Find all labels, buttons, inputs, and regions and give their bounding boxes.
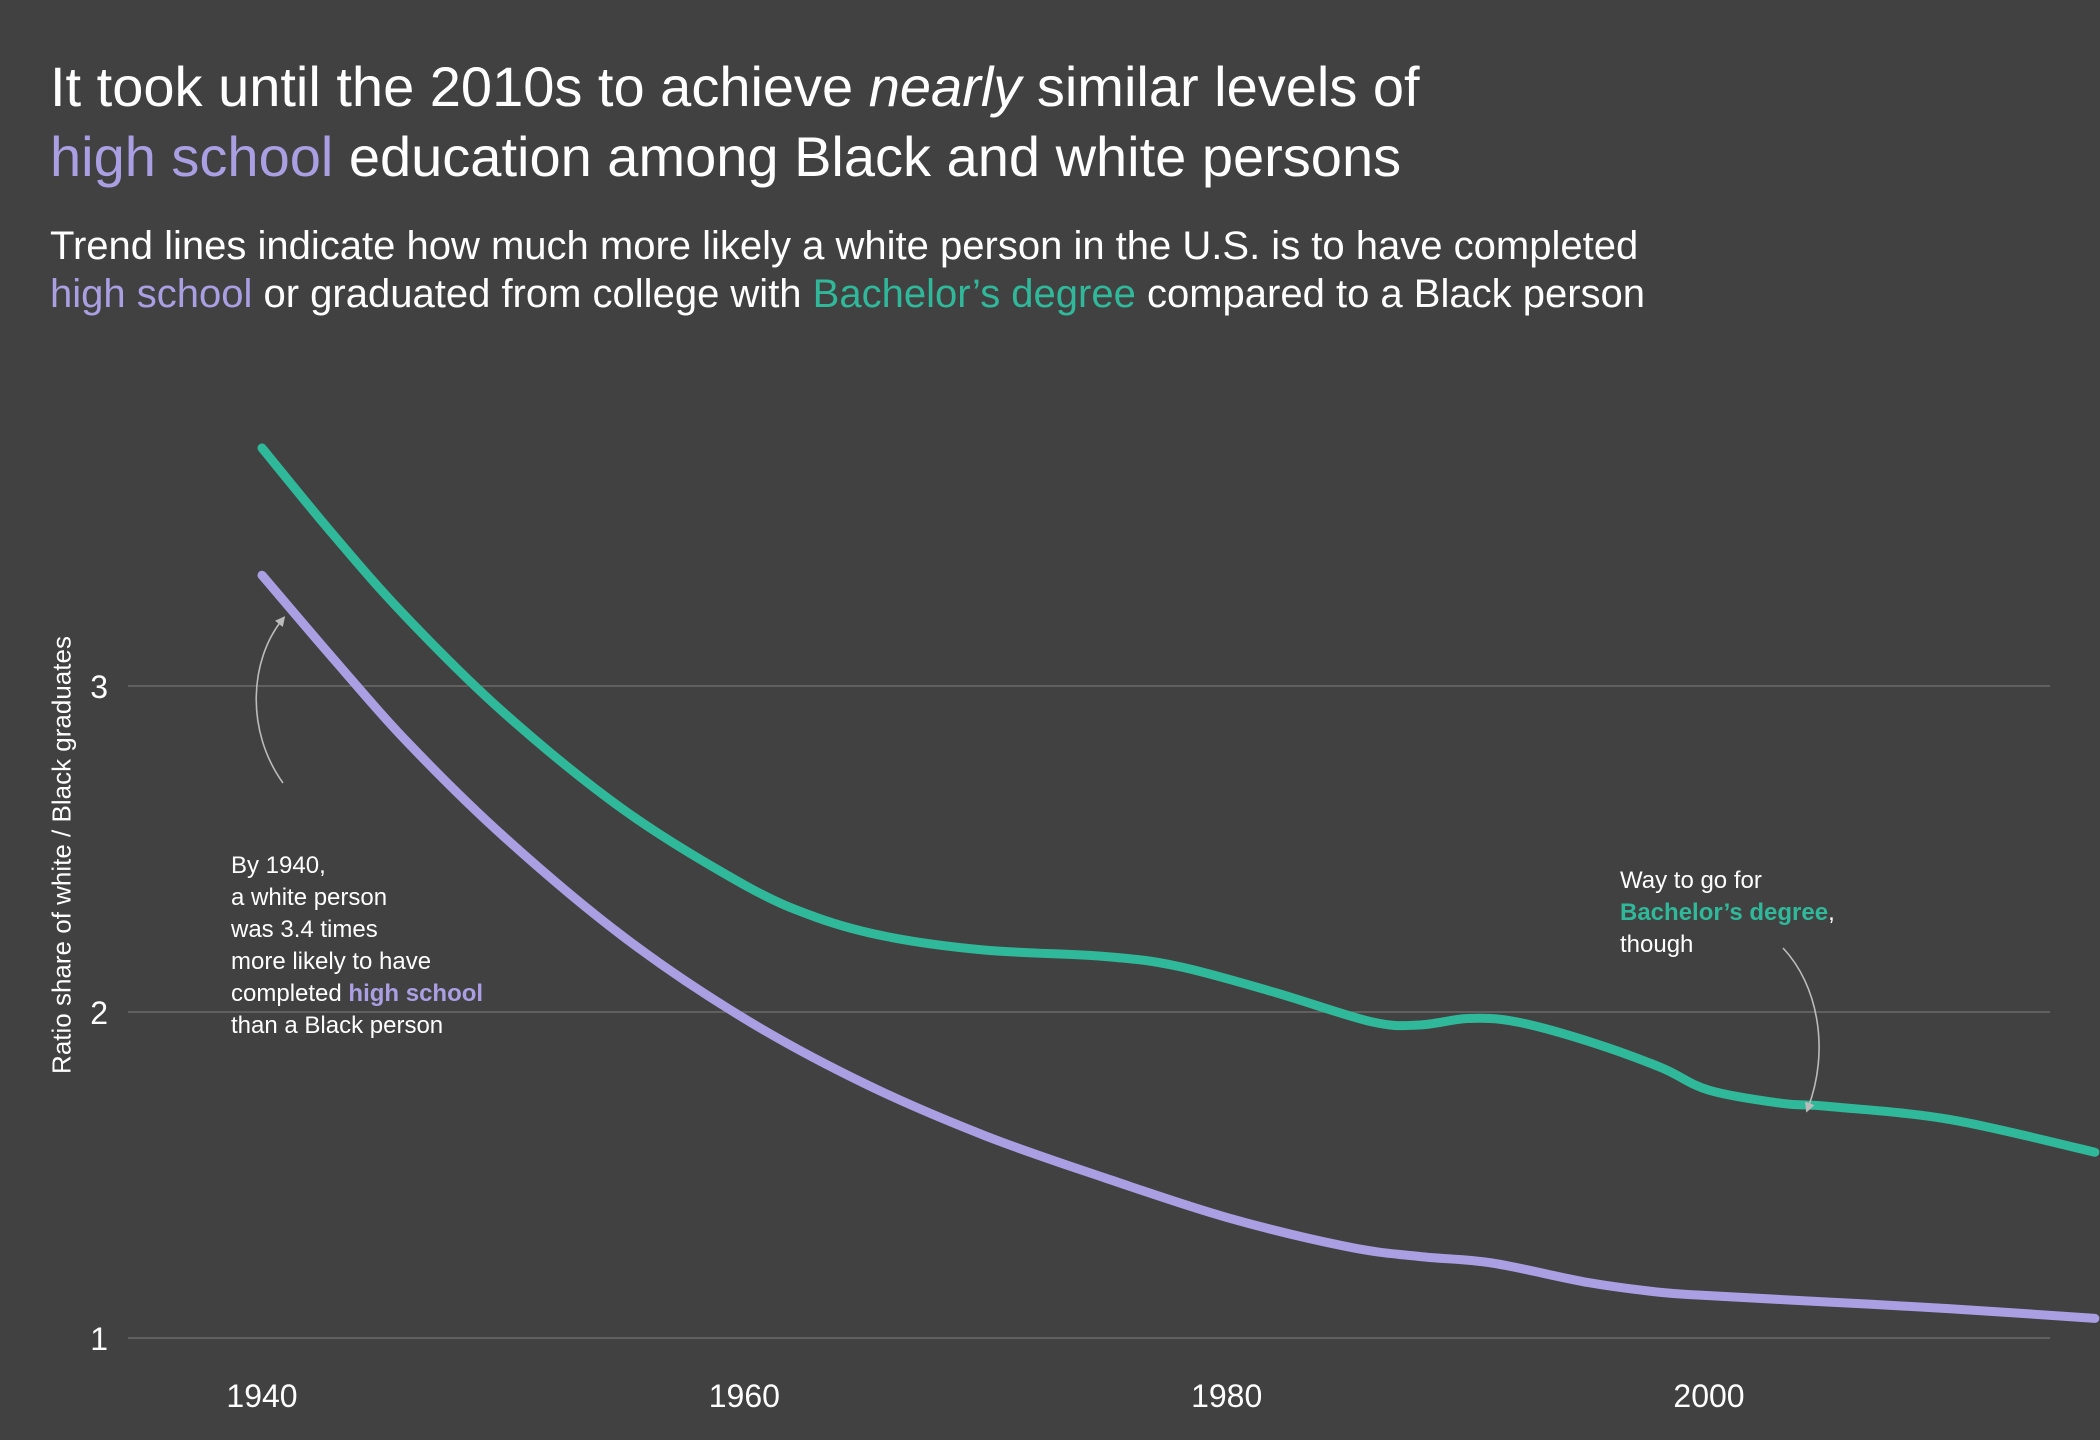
title-part3: education among Black and white persons xyxy=(333,125,1402,188)
annotation-line: was 3.4 times xyxy=(231,916,378,943)
subtitle-bachelors: Bachelor’s degree xyxy=(812,272,1136,316)
y-tick-label: 3 xyxy=(90,669,108,705)
annotation-line: By 1940, xyxy=(231,852,326,879)
annotation-bachelors: Way to go for Bachelor’s degree, though xyxy=(1620,865,1835,961)
chart-subtitle: Trend lines indicate how much more likel… xyxy=(50,222,2050,318)
annotation-comma: , xyxy=(1828,899,1835,926)
x-tick-labels: 1940 1960 1980 2000 xyxy=(226,1378,1744,1414)
title-part1: It took until the 2010s to achieve xyxy=(50,55,869,118)
annotation-line: a white person xyxy=(231,884,388,911)
annotation-line: Bachelor’s degree, xyxy=(1620,897,1835,929)
y-tick-label: 1 xyxy=(90,1321,108,1357)
subtitle-high-school: high school xyxy=(50,272,253,316)
annotation-line: Way to go for xyxy=(1620,867,1762,894)
annotation-arrow-right xyxy=(1782,947,1820,1113)
title-part2: similar levels of xyxy=(1021,55,1420,118)
subtitle-part1: Trend lines indicate how much more likel… xyxy=(50,224,1639,268)
x-tick-label: 2000 xyxy=(1673,1378,1744,1414)
annotation-line: completed high school xyxy=(231,978,483,1010)
annotation-line: than a Black person xyxy=(231,1012,444,1039)
annotation-text: completed xyxy=(231,980,349,1007)
y-tick-label: 2 xyxy=(90,995,108,1031)
annotation-1940: By 1940, a white person was 3.4 times mo… xyxy=(231,850,483,1042)
chart-title: It took until the 2010s to achieve nearl… xyxy=(50,52,2050,192)
subtitle-part2: or graduated from college with xyxy=(252,272,813,316)
series-line-high-school xyxy=(257,570,2100,1323)
title-high-school: high school xyxy=(50,125,334,188)
y-axis-label: Ratio share of white / Black graduates xyxy=(46,636,77,1074)
annotation-line: more likely to have xyxy=(231,948,432,975)
title-italic: nearly xyxy=(868,55,1022,118)
x-tick-label: 1940 xyxy=(226,1378,297,1414)
annotation-arrow-left xyxy=(255,616,286,784)
gridlines xyxy=(128,685,2050,1339)
annotation-bachelors-degree: Bachelor’s degree xyxy=(1620,899,1829,926)
annotation-line: though xyxy=(1620,931,1694,958)
subtitle-part3: compared to a Black person xyxy=(1135,272,1646,316)
x-tick-label: 1980 xyxy=(1191,1378,1262,1414)
series-line-bachelor-s-degree xyxy=(257,443,2100,1157)
y-tick-labels: 1 2 3 xyxy=(90,669,108,1357)
series-lines xyxy=(257,443,2100,1323)
x-tick-label: 1960 xyxy=(709,1378,780,1414)
annotation-high-school: high school xyxy=(348,980,484,1007)
